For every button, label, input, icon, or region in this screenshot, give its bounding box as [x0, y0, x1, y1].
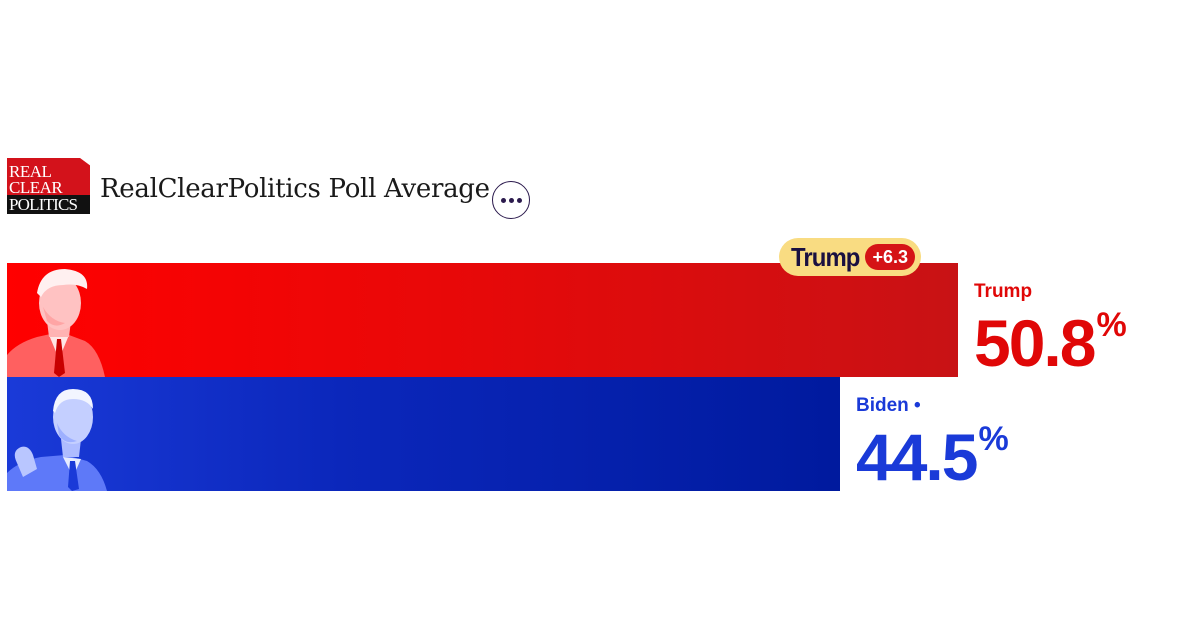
candidate-label-trump: Trump — [974, 281, 1033, 302]
value-number-trump: 50.8 — [974, 306, 1096, 380]
more-horizontal-icon — [500, 197, 522, 203]
candidate-value-biden: 44.5% — [856, 422, 1009, 490]
logo-black-block — [7, 195, 90, 214]
percent-sign-biden: % — [978, 420, 1009, 458]
widget-header: REAL CLEAR POLITICS RealClearPolitics Po… — [7, 155, 490, 215]
bar-biden — [7, 377, 840, 491]
trump-portrait-icon — [7, 269, 105, 377]
bar-trump — [7, 263, 958, 377]
more-options-button[interactable] — [492, 181, 530, 219]
percent-sign-trump: % — [1096, 306, 1127, 344]
candidate-value-trump: 50.8% — [974, 308, 1127, 376]
value-number-biden: 44.5 — [856, 420, 978, 494]
rcp-logo: REAL CLEAR POLITICS — [7, 158, 90, 214]
leader-name: Trump — [791, 241, 860, 272]
leader-badge: Trump +6.3 — [779, 238, 921, 276]
logo-line-2: CLEAR — [9, 178, 63, 197]
leader-margin: +6.3 — [865, 244, 915, 270]
logo-red-block — [7, 158, 90, 199]
biden-portrait-icon — [7, 389, 107, 491]
widget-title: RealClearPolitics Poll Average — [100, 174, 490, 204]
logo-line-1: REAL — [9, 162, 52, 181]
candidate-label-biden: Biden • — [856, 395, 921, 416]
logo-line-3: POLITICS — [9, 195, 78, 214]
